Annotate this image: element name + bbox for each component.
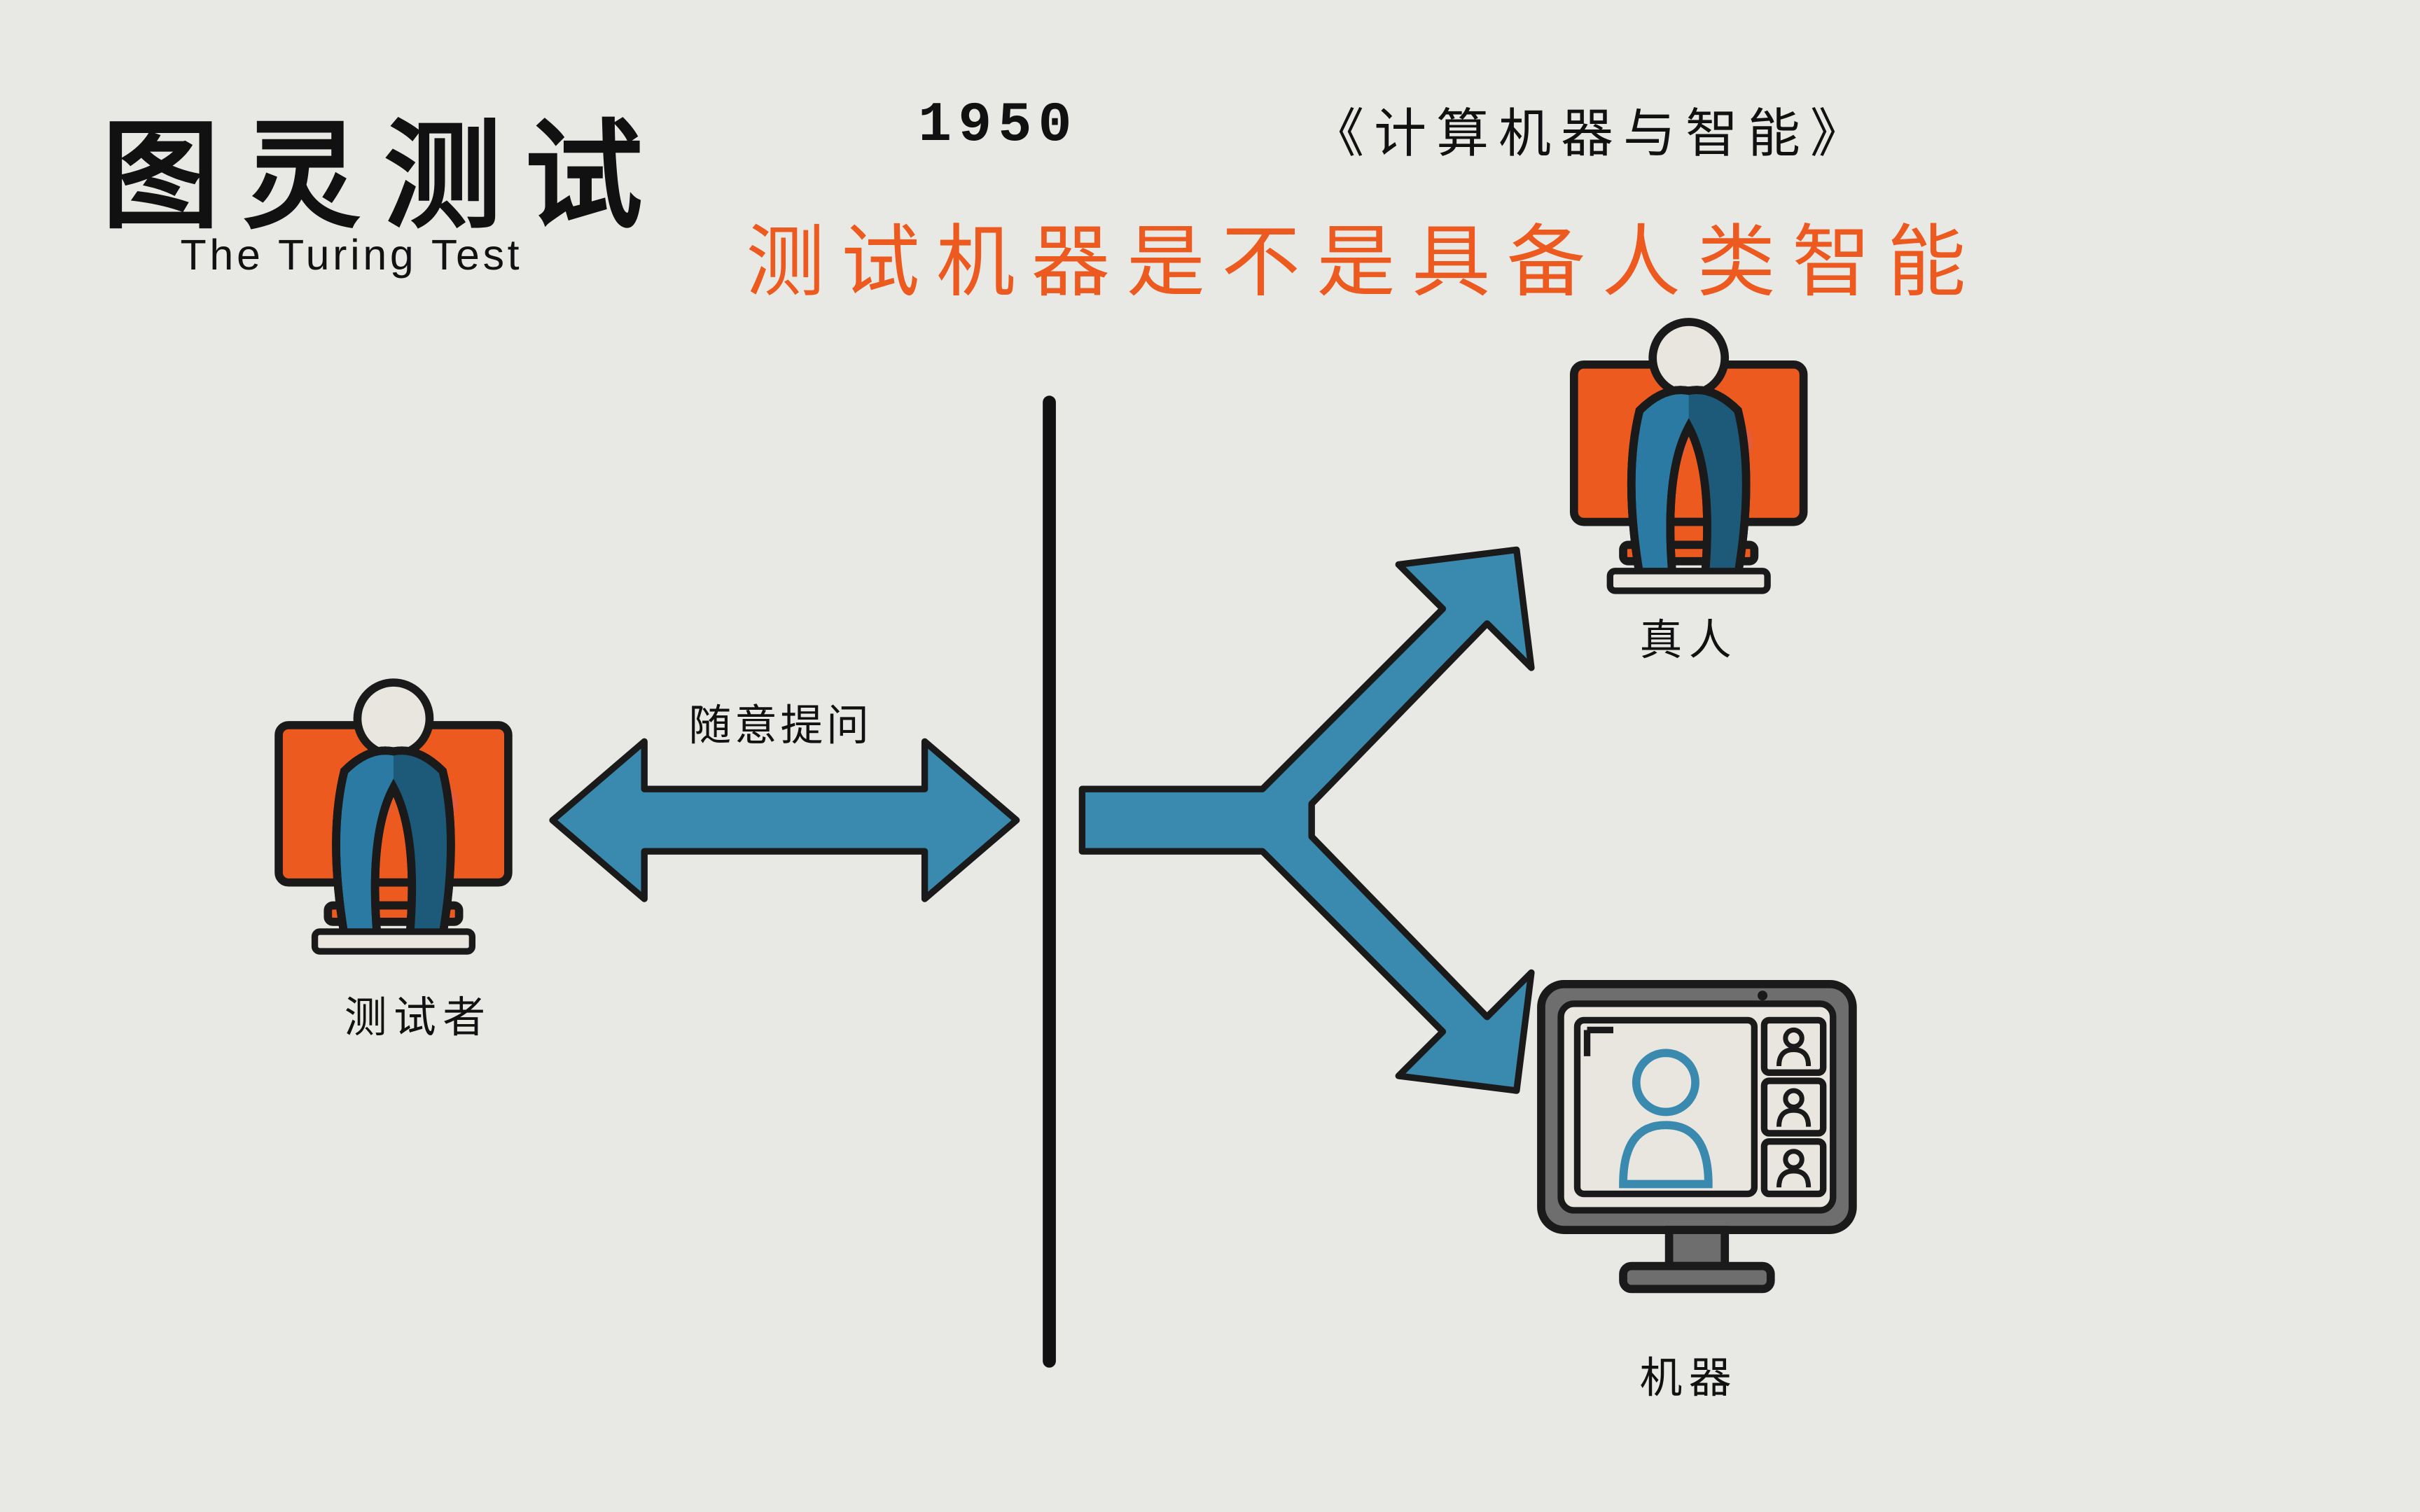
tester-label: 测试者 xyxy=(345,983,492,1044)
arrow-label: 随意提问 xyxy=(688,692,872,753)
tester-icon xyxy=(279,682,508,951)
machine-label: 机器 xyxy=(1639,1345,1738,1406)
diagram-svg xyxy=(0,1,2420,1512)
human-icon xyxy=(1574,322,1804,591)
human-label: 真人 xyxy=(1639,607,1738,668)
double-arrow xyxy=(552,741,1017,899)
machine-icon xyxy=(1541,983,1853,1289)
fork-arrow xyxy=(1082,550,1531,1091)
